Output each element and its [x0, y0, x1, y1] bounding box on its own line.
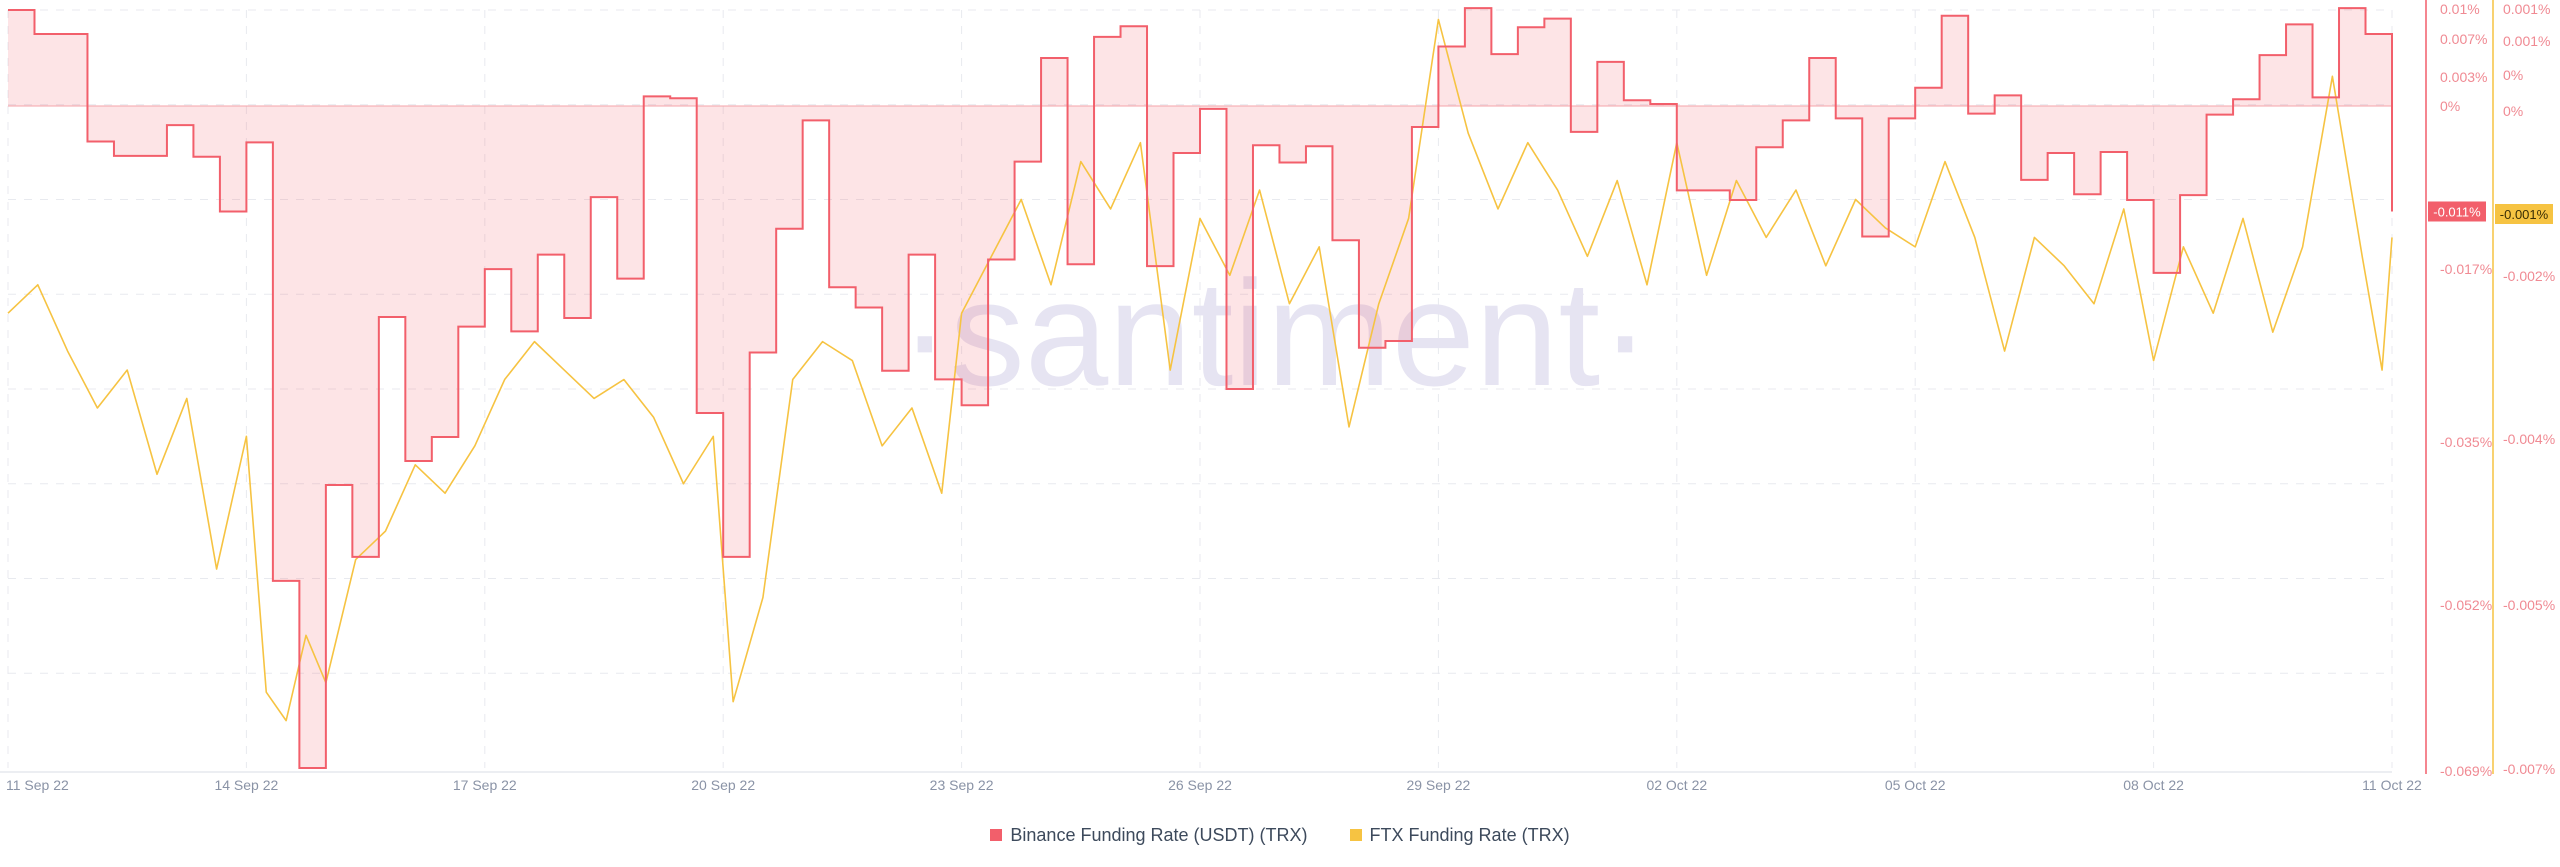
binance-funding-line [8, 7, 2393, 769]
x-tick-label: 05 Oct 22 [1885, 777, 1946, 793]
last-value-labels: -0.011% -0.001% [2428, 201, 2553, 224]
x-tick-label: 17 Sep 22 [453, 777, 517, 793]
ftx-funding-line [7, 18, 2393, 722]
chart-axes: 11 Sep 22 14 Sep 22 17 Sep 22 20 Sep 22 23 S… [0, 0, 2555, 793]
x-tick-label: 11 Sep 22 [6, 777, 69, 793]
binance-y-tick-label: 0.01% [2440, 1, 2480, 17]
x-tick-label: 08 Oct 22 [2123, 777, 2184, 793]
ftx-y-tick-label: -0.002% [2503, 268, 2555, 284]
ftx-last-value-text: -0.001% [2500, 207, 2549, 222]
ftx-y-tick-label: 0% [2503, 103, 2523, 119]
ftx-y-tick-label: 0% [2503, 67, 2523, 83]
x-tick-label: 29 Sep 22 [1406, 777, 1470, 793]
binance-y-tick-label: 0.007% [2440, 31, 2487, 47]
x-tick-label: 02 Oct 22 [1646, 777, 1707, 793]
binance-y-tick-label: -0.052% [2440, 597, 2492, 613]
chart-legend: Binance Funding Rate (USDT) (TRX) FTX Fu… [0, 820, 2560, 850]
binance-last-value-text: -0.011% [2433, 204, 2481, 219]
x-tick-label: 11 Oct 22 [2362, 777, 2422, 793]
ftx-y-tick-label: -0.005% [2503, 597, 2555, 613]
ftx-y-tick-label: 0.001% [2503, 1, 2550, 17]
legend-label-ftx: FTX Funding Rate (TRX) [1369, 824, 1570, 845]
santiment-watermark: ·santiment· [900, 249, 1650, 417]
x-tick-label: 26 Sep 22 [1168, 777, 1232, 793]
binance-series [8, 7, 2393, 769]
binance-swatch [990, 829, 1003, 841]
binance-y-tick-label: 0% [2440, 98, 2460, 114]
x-tick-label: 23 Sep 22 [930, 777, 994, 793]
binance-y-tick-label: -0.069% [2440, 763, 2492, 779]
binance-last-value-badge [2428, 201, 2486, 222]
legend-label-binance: Binance Funding Rate (USDT) (TRX) [1010, 824, 1308, 845]
binance-y-tick-label: 0.003% [2440, 69, 2487, 85]
binance-y-tick-label: -0.017% [2440, 261, 2492, 277]
ftx-series [7, 18, 2393, 722]
legend-item-ftx[interactable]: FTX Funding Rate (TRX) [1349, 824, 1570, 846]
ftx-swatch [1349, 829, 1362, 841]
ftx-y-tick-label: -0.004% [2503, 431, 2555, 447]
legend-item-binance[interactable]: Binance Funding Rate (USDT) (TRX) [990, 824, 1308, 846]
ftx-y-tick-label: -0.007% [2503, 761, 2555, 777]
ftx-last-value-badge [2495, 204, 2553, 224]
x-tick-label: 20 Sep 22 [691, 777, 755, 793]
binance-y-tick-label: -0.035% [2440, 434, 2492, 450]
ftx-y-tick-label: 0.001% [2503, 33, 2550, 49]
x-tick-label: 14 Sep 22 [214, 777, 278, 793]
